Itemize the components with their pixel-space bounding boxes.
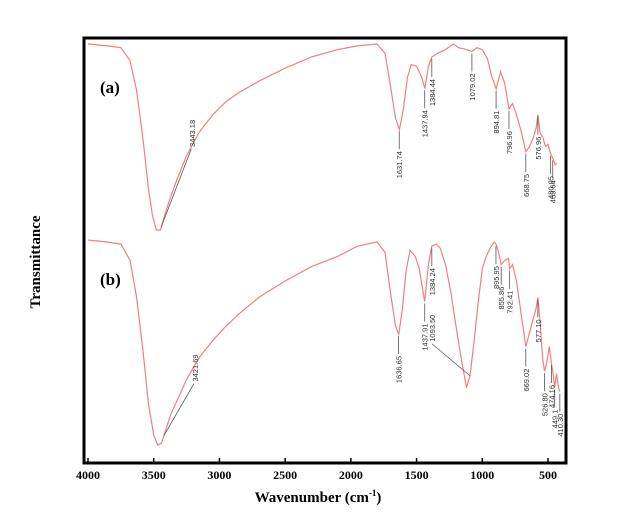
x-axis-label-sup: -1 — [369, 488, 377, 498]
peak-label: 480.05 — [547, 176, 556, 199]
x-tick-label: 2500 — [273, 468, 297, 482]
peak-label: 1437.94 — [421, 110, 430, 137]
x-axis-label-main: Wavenumber (cm — [255, 490, 370, 506]
peak-leader-line — [160, 148, 192, 228]
peak-label: 463.64 — [549, 180, 558, 203]
y-axis-label: Transmittance — [28, 215, 44, 308]
panel-label-b: (b) — [100, 270, 121, 289]
peak-label: 3443.18 — [188, 120, 197, 147]
x-tick-label: 1500 — [405, 468, 429, 482]
peak-leader-line — [431, 343, 471, 377]
peak-label: 894.81 — [492, 111, 501, 134]
peak-label: 474.16 — [547, 385, 556, 408]
peak-label: 796.96 — [505, 131, 514, 154]
peak-label: 526.80 — [540, 393, 549, 416]
peak-label: 669.02 — [522, 369, 531, 392]
peak-label: 1093.50 — [428, 315, 437, 342]
x-tick-label: 3000 — [207, 468, 231, 482]
spectra-traces — [87, 43, 561, 446]
x-tick-label: 3500 — [142, 468, 166, 482]
peak-annotations: 3443.18 1631.74 1437.94 1384.44 1079.02 894.8… — [160, 53, 565, 437]
x-axis-ticks: 4000 3500 3000 2500 2000 1500 1000 500 — [76, 458, 557, 482]
peak-label: 668.75 — [522, 174, 531, 197]
peak-label: 3421.69 — [191, 354, 200, 381]
peak-label: 1631.74 — [395, 151, 404, 178]
x-axis-label-tail: ) — [376, 490, 381, 506]
panel-label-a: (a) — [100, 78, 120, 97]
x-tick-label: 500 — [539, 468, 557, 482]
peak-label: 1437.91 — [421, 324, 430, 351]
x-tick-label: 4000 — [76, 468, 100, 482]
peak-leader-line — [163, 383, 195, 436]
peak-label: 1079.02 — [468, 73, 477, 100]
spectrum-trace-a — [87, 43, 558, 231]
peak-label: 895.95 — [492, 266, 501, 289]
peak-label: 576.96 — [534, 137, 543, 160]
peak-label: 1384.24 — [428, 268, 437, 295]
x-axis-label: Wavenumber (cm-1) — [255, 488, 382, 506]
peak-label: 792.41 — [506, 291, 515, 314]
peak-label: 1636.65 — [395, 356, 404, 383]
x-tick-label: 2000 — [339, 468, 363, 482]
plot-frame — [82, 36, 568, 465]
peak-label: 855.86 — [497, 287, 506, 310]
spectrum-trace-b — [87, 239, 561, 446]
peak-label: 449.1 — [551, 410, 560, 429]
peak-label: 410.30 — [556, 414, 565, 437]
peak-label: 1384.44 — [428, 79, 437, 106]
x-tick-label: 1000 — [470, 468, 494, 482]
peak-label: 577.10 — [534, 319, 543, 342]
